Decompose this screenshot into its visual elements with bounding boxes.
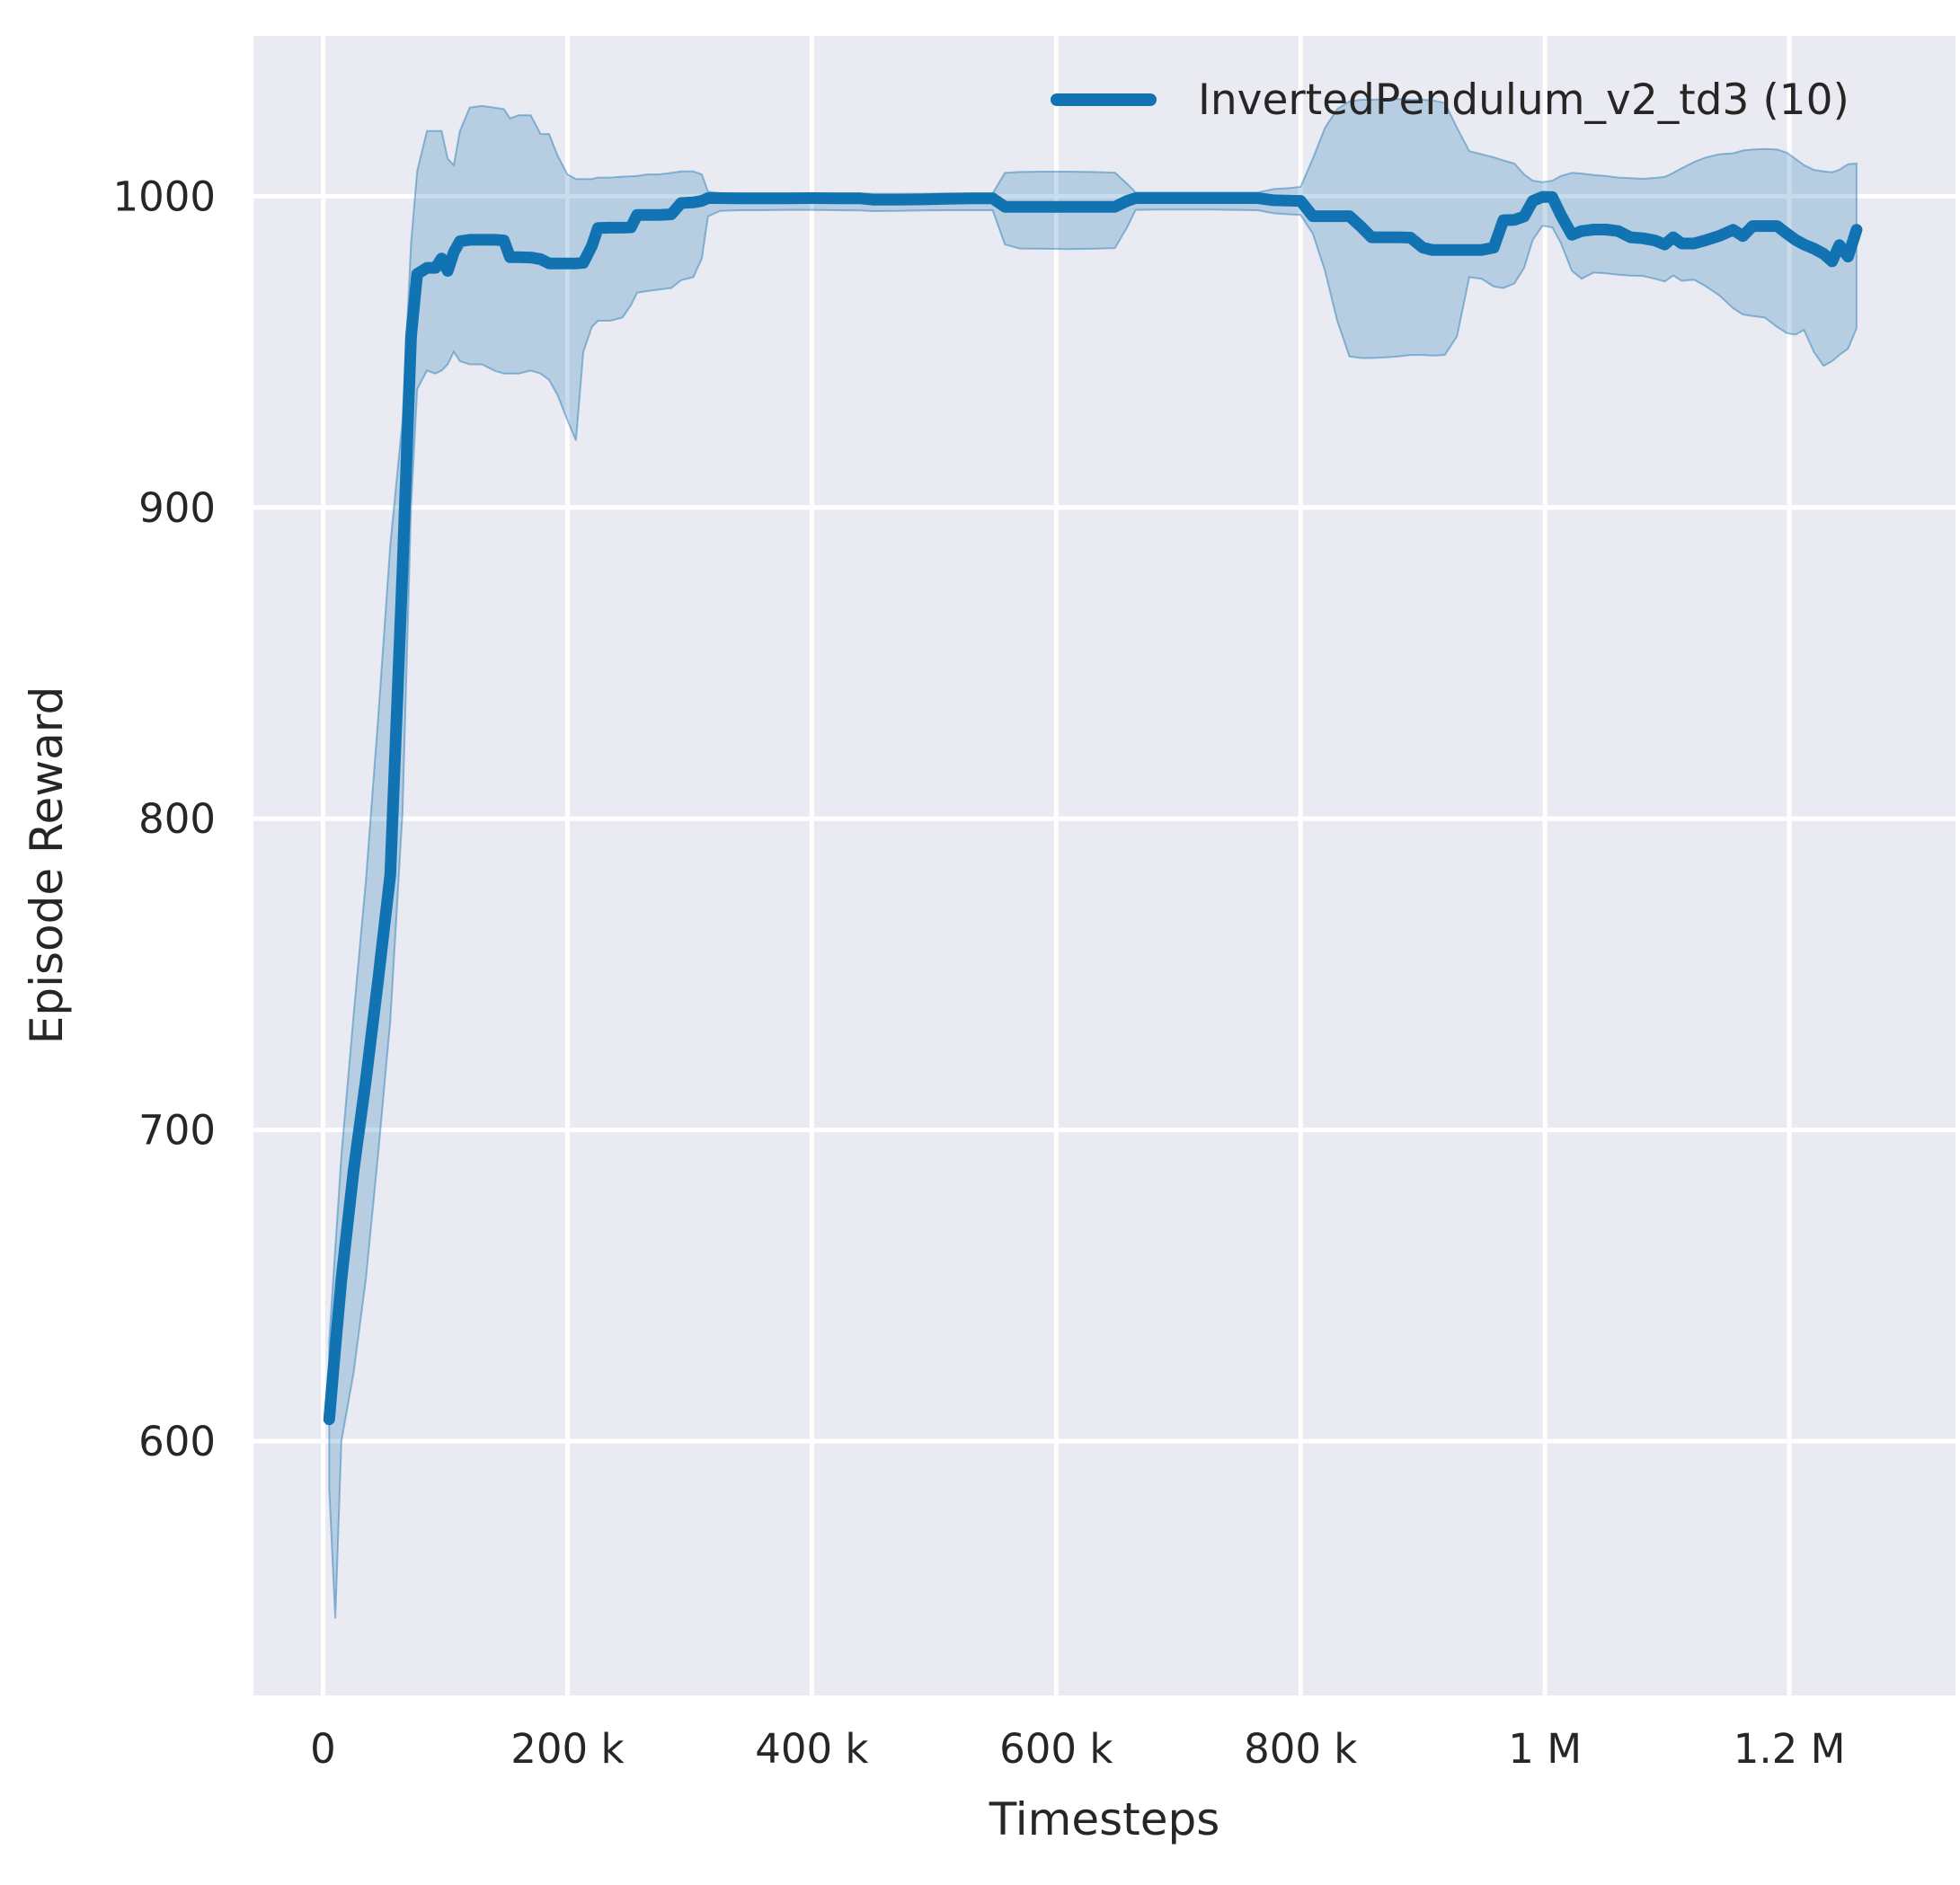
legend: InvertedPendulum_v2_td3 (10)	[1051, 74, 1849, 126]
plot-area	[253, 36, 1956, 1695]
x-tick-label: 1.2 M	[1734, 1725, 1846, 1773]
y-tick-label: 800	[138, 795, 216, 843]
x-tick-label: 600 k	[999, 1725, 1113, 1773]
x-tick-label: 800 k	[1244, 1725, 1357, 1773]
confidence-band	[328, 98, 1858, 1619]
y-axis-label: Episode Reward	[21, 686, 73, 1045]
legend-line-swatch	[1051, 93, 1157, 106]
y-tick-label: 700	[138, 1107, 216, 1155]
y-tick-label: 600	[138, 1418, 216, 1465]
x-tick-label: 400 k	[755, 1725, 868, 1773]
x-tick-label: 200 k	[510, 1725, 624, 1773]
x-axis-label: Timesteps	[989, 1793, 1220, 1845]
y-tick-label: 1000	[112, 173, 216, 220]
y-tick-label: 900	[138, 484, 216, 532]
x-tick-label: 1 M	[1508, 1725, 1582, 1773]
legend-label: InvertedPendulum_v2_td3 (10)	[1198, 75, 1849, 125]
mean-line	[323, 190, 1863, 1426]
x-tick-label: 0	[310, 1725, 336, 1773]
